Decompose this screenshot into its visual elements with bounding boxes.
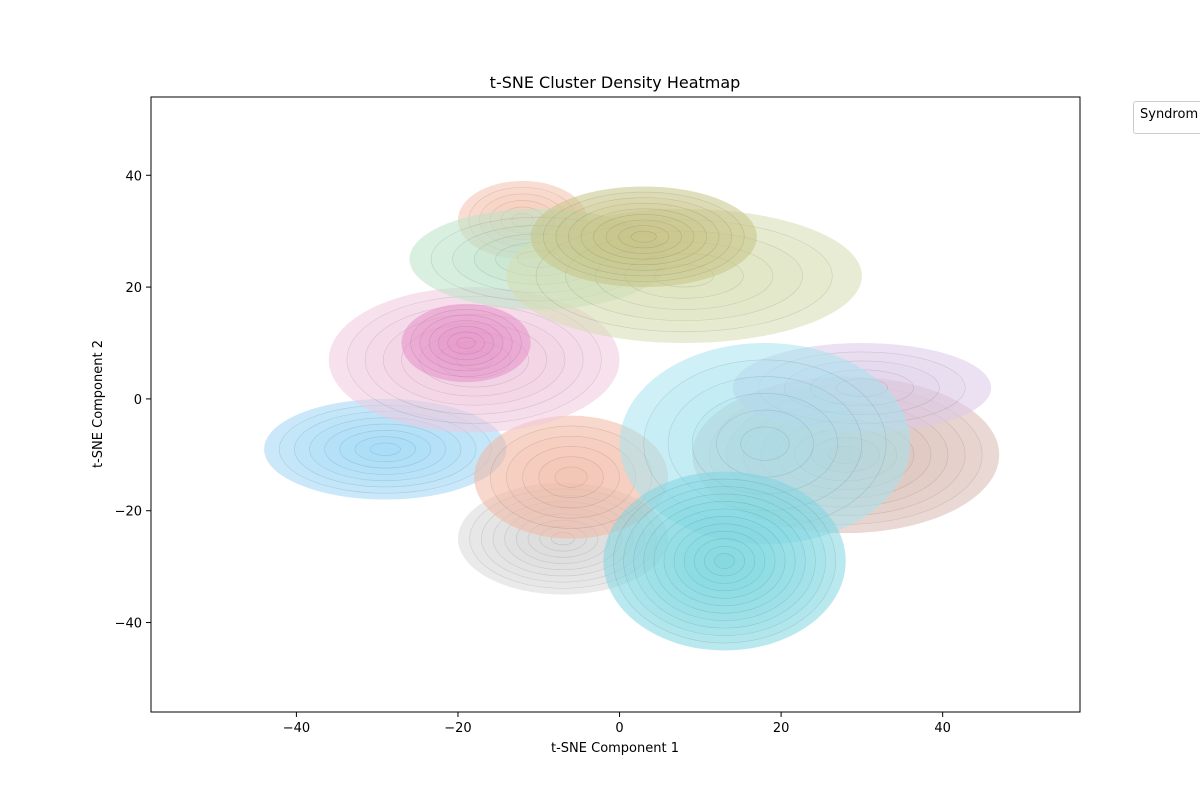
density-contour — [369, 442, 401, 456]
density-contour — [568, 202, 720, 271]
x-tick-label: −40 — [283, 721, 310, 736]
y-axis-label: t-SNE Component 2 — [91, 340, 106, 468]
chart-title: t-SNE Cluster Density Heatmap — [490, 73, 741, 92]
y-tick-label: −20 — [115, 505, 142, 520]
x-tick-label: −20 — [444, 721, 471, 736]
x-tick-label: 20 — [773, 721, 790, 736]
density-contour — [613, 478, 836, 644]
plot-area-frame — [150, 96, 1081, 713]
density-contour — [673, 523, 776, 599]
x-tick-label: 0 — [615, 721, 623, 736]
density-contour — [410, 309, 522, 377]
x-axis-label: t-SNE Component 1 — [551, 741, 679, 756]
legend-title: Syndrom — [1140, 107, 1199, 122]
density-contour — [603, 471, 846, 651]
density-contour — [324, 423, 447, 475]
density-cluster-11 — [530, 186, 757, 288]
density-contour — [309, 417, 462, 481]
legend: Syndrom — [1133, 101, 1200, 134]
density-contour — [401, 303, 531, 383]
density-contour — [522, 446, 620, 509]
density-contour — [456, 337, 476, 349]
density-contour — [354, 436, 416, 463]
density-contour — [538, 456, 604, 498]
density-cluster-8 — [401, 303, 531, 383]
density-contour — [438, 325, 495, 361]
density-cluster-13 — [603, 471, 846, 651]
y-tick-label: 40 — [125, 169, 142, 184]
density-contour — [643, 501, 806, 621]
density-cluster-4 — [474, 415, 669, 539]
density-contour — [474, 415, 669, 539]
y-tick-label: −40 — [115, 617, 142, 632]
density-contour — [704, 545, 746, 577]
density-contour — [580, 208, 707, 266]
density-contour — [542, 191, 745, 282]
y-tick-label: 20 — [125, 281, 142, 296]
density-contour — [447, 331, 485, 355]
x-axis: −40 −20 0 20 40 — [283, 712, 951, 736]
density-contour — [683, 530, 766, 592]
y-tick-label: 0 — [134, 393, 142, 408]
density-contour — [554, 466, 588, 488]
density-contour — [339, 430, 432, 469]
density-contour — [419, 314, 513, 372]
density-contour — [428, 320, 504, 366]
density-contour — [555, 197, 733, 277]
x-tick-label: 40 — [934, 721, 951, 736]
density-contour — [605, 219, 682, 254]
density-contour — [618, 225, 670, 249]
density-contour — [630, 230, 657, 243]
density-contour — [693, 538, 756, 584]
density-contour — [663, 516, 786, 607]
y-axis: −40 −20 0 20 40 — [115, 169, 151, 632]
density-contour — [653, 508, 796, 614]
density-contour — [593, 214, 695, 260]
density-contour — [740, 426, 790, 461]
density-contours — [264, 180, 1000, 651]
density-contour — [714, 553, 735, 569]
density-contour — [623, 486, 826, 636]
density-contour — [633, 493, 816, 629]
density-contour — [530, 186, 757, 288]
